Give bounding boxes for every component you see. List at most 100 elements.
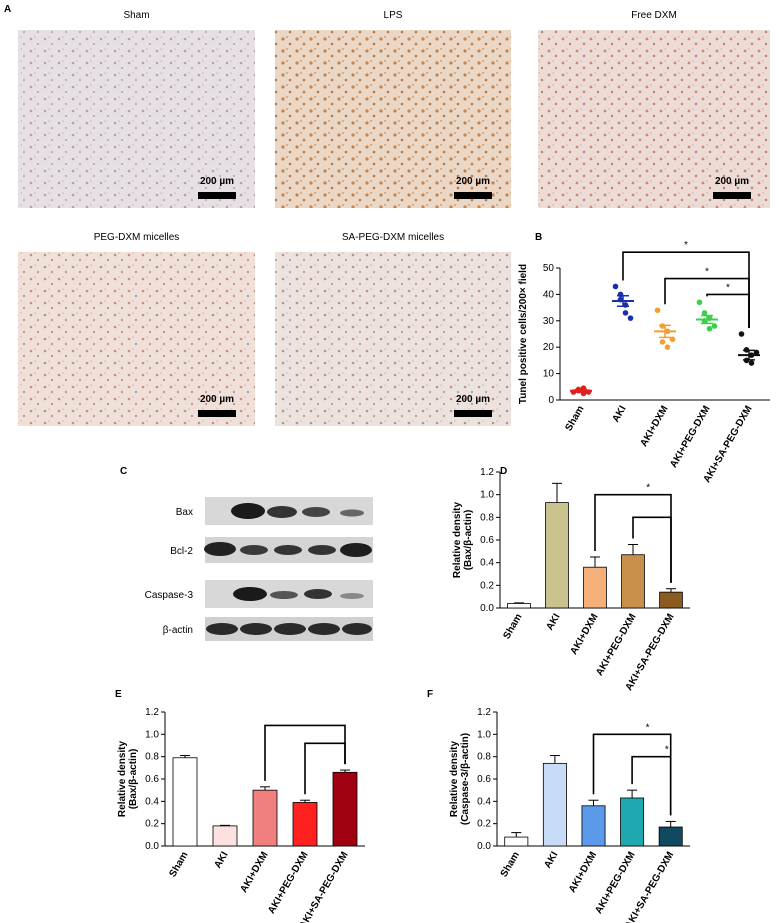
micrograph-title: SA-PEG-DXM micelles — [342, 232, 444, 243]
bar — [542, 762, 567, 847]
y-tick-label: 1.0 — [477, 729, 491, 740]
blot-band — [342, 623, 372, 635]
y-tick-label: 50 — [543, 263, 555, 274]
micrograph — [538, 30, 770, 208]
significance-star: * — [646, 722, 650, 733]
blot-band — [240, 623, 272, 635]
y-tick-label: 0.4 — [477, 796, 491, 807]
blot-band — [308, 545, 336, 555]
y-tick-label: 0.0 — [480, 603, 494, 614]
y-tick-label: 40 — [543, 289, 555, 300]
y-tick-label: 0 — [548, 395, 554, 406]
blot-band — [206, 623, 238, 635]
y-tick-label: 0.8 — [145, 752, 159, 763]
blot-band — [302, 507, 330, 517]
data-point — [753, 349, 760, 356]
x-tick-label: AKI+DXM — [567, 850, 599, 895]
data-point — [664, 344, 671, 351]
y-tick-label: 0.0 — [145, 841, 159, 852]
panel-label: B — [535, 232, 542, 243]
scale-bar-label: 200 µm — [456, 176, 490, 187]
panel-label: F — [427, 689, 433, 700]
micrograph — [275, 30, 511, 208]
panel-label: A — [4, 4, 11, 15]
x-tick-label: AKI+PEG-DXM — [593, 850, 637, 916]
significance-bracket — [631, 755, 672, 816]
y-axis-label: Relative density — [117, 740, 128, 817]
micrograph — [275, 252, 511, 426]
bar — [659, 591, 683, 609]
data-point — [738, 331, 745, 337]
micrograph — [18, 252, 255, 426]
significance-bracket — [632, 516, 672, 583]
bar — [252, 789, 278, 847]
y-axis-label: (Caspase-3/β-actin) — [460, 733, 471, 825]
x-tick-label: AKI — [610, 404, 628, 425]
blot-band — [270, 591, 298, 599]
blot-label: β-actin — [163, 625, 193, 636]
bar — [332, 771, 358, 847]
micrograph-title: Free DXM — [631, 10, 677, 21]
data-point — [696, 299, 703, 306]
western-blot — [204, 497, 373, 641]
y-tick-label: 10 — [543, 369, 555, 380]
y-tick-label: 0.6 — [480, 535, 494, 546]
scale-bar — [454, 192, 492, 199]
y-axis-label: (Bax/β-actin) — [463, 510, 474, 571]
data-point — [748, 360, 755, 366]
bar — [172, 757, 198, 847]
data-point — [669, 336, 676, 343]
bar — [621, 554, 645, 609]
blot-band — [308, 623, 340, 635]
y-axis-label: Relative density — [452, 501, 463, 578]
y-axis-label: Relative density — [449, 740, 460, 817]
scale-bar — [713, 192, 751, 199]
scale-bar — [198, 410, 236, 417]
x-tick-label: AKI — [544, 612, 562, 633]
significance-star: * — [726, 282, 730, 293]
scale-bar-label: 200 µm — [715, 176, 749, 187]
x-tick-label: Sham — [563, 404, 586, 433]
blot-band — [340, 509, 364, 517]
x-tick-label: AKI+DXM — [568, 612, 600, 657]
y-tick-label: 0.2 — [480, 580, 494, 591]
blot-band — [340, 543, 372, 557]
bar — [504, 836, 529, 847]
scale-bar-label: 200 µm — [456, 394, 490, 405]
x-tick-label: AKI+PEG-DXM — [668, 404, 712, 470]
scale-bar — [198, 192, 236, 199]
x-tick-label: AKI+PEG-DXM — [266, 850, 310, 916]
blot-band — [233, 587, 267, 601]
y-tick-label: 1.2 — [145, 707, 159, 718]
data-point — [612, 283, 619, 290]
y-tick-label: 0.4 — [145, 796, 159, 807]
data-point — [706, 325, 713, 332]
blot-band — [267, 506, 297, 518]
x-tick-label: AKI+DXM — [638, 404, 670, 449]
y-tick-label: 1.2 — [477, 707, 491, 718]
y-tick-label: 0.0 — [477, 841, 491, 852]
significance-bracket — [622, 251, 750, 328]
bar — [581, 805, 606, 847]
x-tick-label: AKI — [542, 850, 560, 871]
x-tick-label: Sham — [501, 612, 524, 641]
blot-band — [274, 545, 302, 555]
panel-label: E — [115, 689, 122, 700]
significance-star: * — [646, 483, 650, 494]
bar — [658, 826, 683, 847]
y-tick-label: 20 — [543, 342, 555, 353]
x-tick-label: Sham — [499, 850, 522, 879]
x-tick-label: AKI+SA-PEG-DXM — [702, 404, 755, 485]
data-point — [627, 315, 634, 321]
bar — [292, 802, 318, 847]
y-axis-label: Tunel positive cells/200× field — [518, 264, 529, 404]
significance-star: * — [705, 267, 709, 278]
micrograph-title: Sham — [123, 10, 149, 21]
y-tick-label: 1.0 — [145, 729, 159, 740]
y-tick-label: 0.8 — [477, 752, 491, 763]
blot-label: Bax — [176, 507, 193, 518]
data-point — [622, 310, 629, 316]
significance-star: * — [684, 240, 688, 251]
bar — [620, 797, 645, 847]
